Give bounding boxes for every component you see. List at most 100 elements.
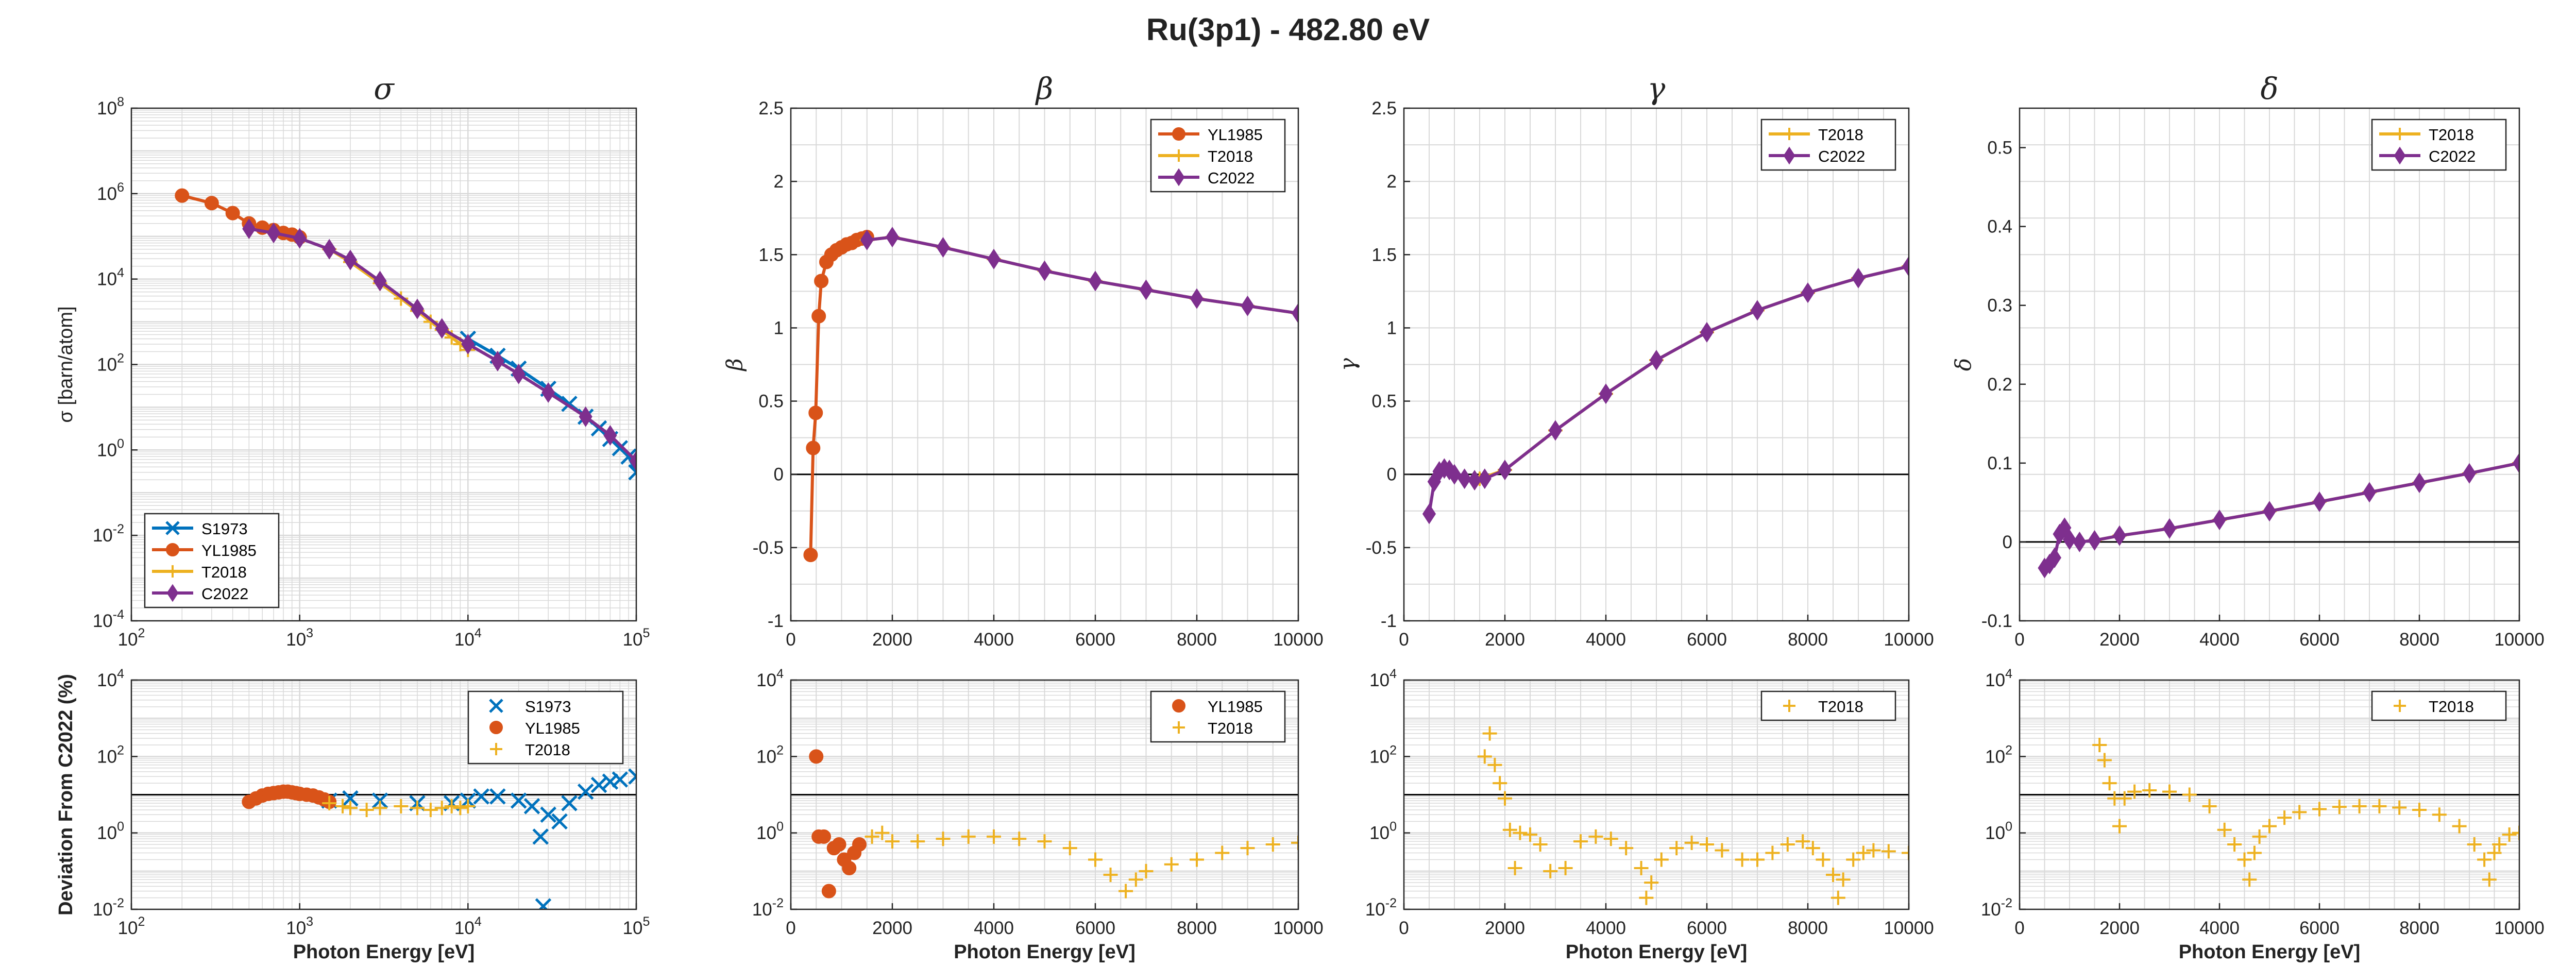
data-point [1866,843,1881,858]
data-point [1240,841,1255,856]
y-tick-label: -1 [768,611,784,631]
legend-label: T2018 [525,741,570,759]
legend-item-T2018: T2018 [1173,719,1253,737]
y-tick-label: 0.5 [758,392,784,412]
data-point [814,274,829,289]
legend-box [1150,690,1286,743]
x-tick-label: 102 [118,914,145,938]
x-axis-label: Photon Energy [eV] [2179,941,2361,963]
data-point [342,790,359,807]
data-point [1088,270,1103,292]
x-tick-label: 4000 [2199,918,2240,938]
data-point [1619,841,1634,856]
panel-beta: 0 2000 4000 6000 8000 10000 -1 -0.5 0 0.5 1 1.5 2 2.5… [722,71,1324,650]
data-point [2127,784,2142,799]
legend-item-T2018: T2018 [1783,698,1863,716]
data-point [2237,852,2252,867]
data-point [175,188,190,203]
data-point [1851,267,1866,289]
series-YL1985 [803,230,874,563]
series-line-C2022 [2043,461,2519,569]
x-tick-label: 10000 [1884,630,1934,650]
legend-item-S1973: S1973 [152,520,248,538]
data-point [2212,510,2227,531]
data-point [435,318,449,339]
plot-area-dev-delta [2092,738,2519,887]
y-tick-label: 10-2 [1365,896,1397,920]
axes-box [790,679,1299,910]
data-point [842,860,857,875]
data-point [2512,825,2519,840]
panel-dev-delta: 0 2000 4000 6000 8000 10000 10-2 100 102 104 Photo… [1981,667,2545,963]
y-tick-label: 1 [1387,318,1397,338]
series-C2022 [2038,452,2519,579]
data-point [434,801,449,816]
series-T2018 [2092,738,2519,887]
data-point [1649,349,1664,370]
data-point [1902,845,1909,860]
legend-label: T2018 [1208,719,1253,737]
x-tick-label: 6000 [2299,630,2340,650]
data-point [803,548,818,563]
data-point [2362,482,2377,503]
data-point [204,196,219,211]
y-tick-label: 108 [97,95,124,118]
data-point [166,584,179,602]
data-point [1881,844,1896,859]
legend-dev-beta: YL1985 T2018 [1150,690,1286,743]
y-tick-label: -0.5 [753,538,784,558]
y-tick-label: 0.5 [1371,392,1397,412]
data-point [2432,807,2447,822]
x-tick-label: 2000 [872,630,912,650]
data-point [1493,776,1507,791]
legend-box [1760,690,1896,721]
legend-item-T2018: T2018 [2394,698,2474,716]
data-point [1750,852,1765,867]
data-point [322,795,337,810]
legend-label: C2022 [1818,147,1865,165]
data-point [489,699,503,713]
axes-box [2019,107,2520,622]
plot-area-beta [803,227,1298,563]
x-tick-label: 104 [454,626,482,650]
legend-delta: T2018 C2022 [2371,118,2507,171]
data-point [860,229,874,250]
legend-label: YL1985 [201,541,257,560]
plot-area-dev-gamma [1477,726,1909,905]
data-point [628,464,636,481]
y-tick-label: 0.3 [1987,296,2012,316]
data-point [603,425,617,446]
panel-dev-beta: 0 2000 4000 6000 8000 10000 10-2 100 102 104 Photo… [752,667,1324,963]
y-tick-label: 104 [97,266,124,290]
x-tick-label: 8000 [1788,630,1828,650]
plot-area-dev-beta [809,749,1298,899]
series-line-C2022 [867,235,1298,315]
data-point [2162,518,2177,539]
x-axis-label: Photon Energy [eV] [954,941,1136,963]
y-tick-label: 0 [774,465,784,485]
data-point [473,788,489,805]
data-point [2292,805,2307,820]
x-tick-label: 2000 [2099,918,2140,938]
data-point [372,801,387,816]
data-point [1715,843,1730,858]
data-point [1164,857,1179,872]
data-point [579,406,592,427]
data-point [2412,472,2427,494]
data-point [936,237,950,258]
data-point [1498,791,1512,806]
data-point [1856,845,1871,860]
data-point [453,801,468,816]
data-point [2452,819,2467,834]
data-point [1558,860,1573,875]
y-tick-label: 104 [1369,667,1397,690]
data-point [2332,800,2347,815]
data-point [2252,829,2267,844]
plot-area-gamma [1422,256,1909,524]
data-point [1805,841,1820,856]
legend-item-C2022: C2022 [1158,168,1255,187]
data-point [1118,884,1133,899]
data-point [1447,464,1462,485]
y-axis-label: β [722,358,747,371]
data-point [2394,128,2406,140]
